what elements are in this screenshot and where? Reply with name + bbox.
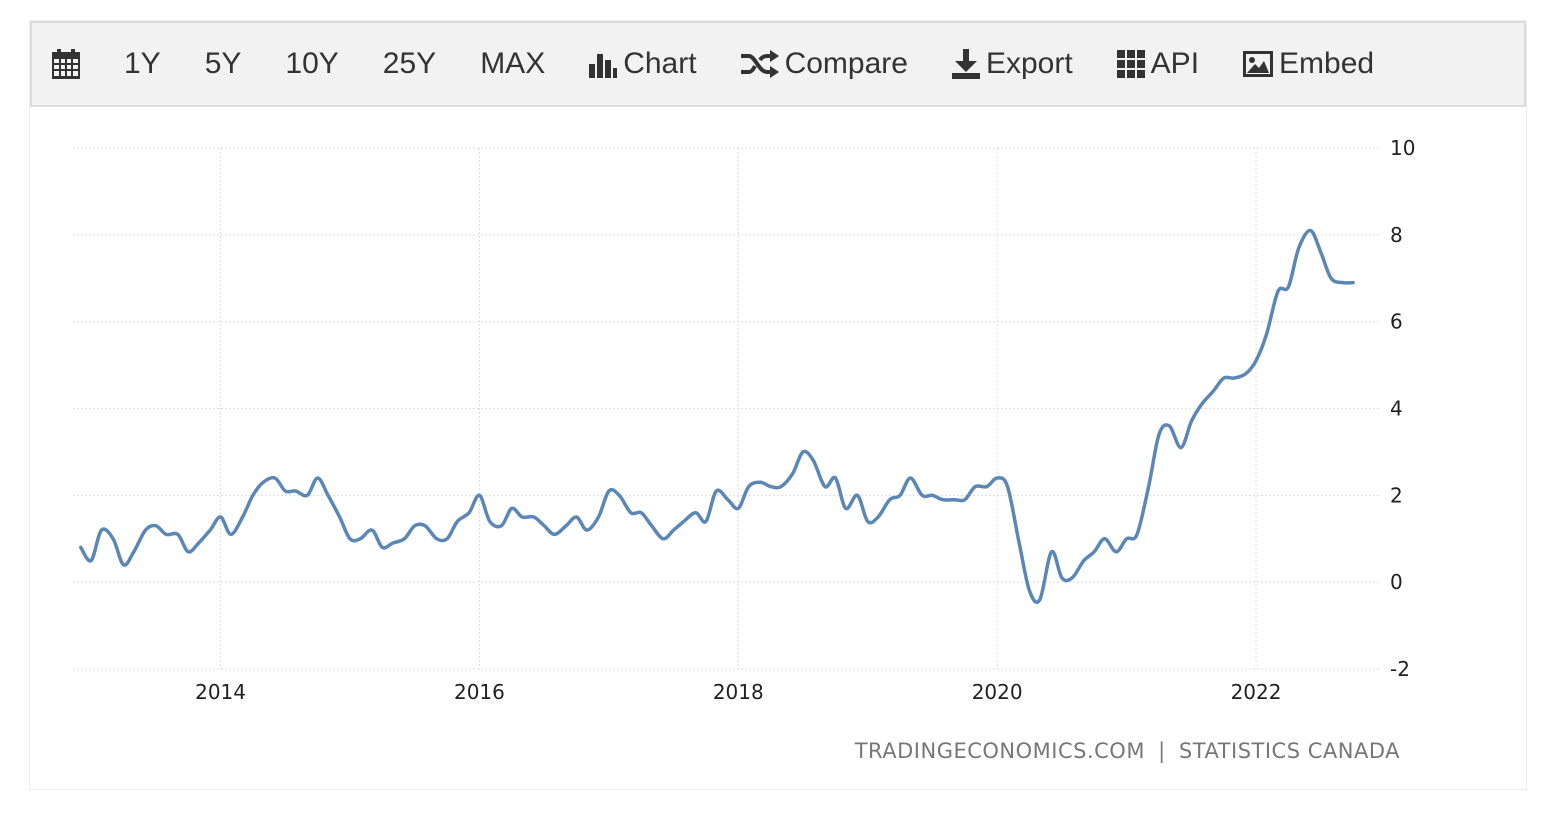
- embed-button[interactable]: Embed: [1243, 47, 1374, 81]
- export-button[interactable]: Export: [951, 47, 1073, 81]
- grid-icon: [1116, 50, 1145, 78]
- range-10y-button[interactable]: 10Y: [285, 47, 339, 80]
- api-label: API: [1150, 47, 1200, 80]
- x-tick-label: 2022: [1231, 680, 1282, 704]
- grid-lines: [73, 147, 1379, 670]
- x-tick-label: 2020: [972, 680, 1023, 704]
- shuffle-icon: [740, 50, 779, 78]
- chart-container: 1Y 5Y 10Y 25Y MAX Chart Compare: [29, 20, 1527, 790]
- api-button[interactable]: API: [1116, 47, 1200, 81]
- chart-area: -2 0 2 4 6 8 10 2014 2016 2018 2020 2022: [30, 107, 1526, 789]
- x-tick-label: 2016: [454, 680, 505, 704]
- y-tick-label: 4: [1390, 397, 1403, 421]
- export-label: Export: [985, 47, 1073, 80]
- chart-type-label: Chart: [623, 47, 697, 80]
- calendar-icon: [52, 49, 80, 79]
- range-25y-button[interactable]: 25Y: [382, 47, 437, 80]
- y-tick-label: -2: [1390, 657, 1410, 681]
- credit-site[interactable]: TRADINGECONOMICS.COM: [854, 739, 1145, 763]
- credit-source[interactable]: STATISTICS CANADA: [1178, 739, 1400, 763]
- y-tick-label: 10: [1390, 136, 1415, 160]
- chart-type-button[interactable]: Chart: [589, 47, 697, 81]
- x-tick-label: 2018: [713, 680, 764, 704]
- series-line: [79, 228, 1355, 604]
- bar-chart-icon: [589, 54, 618, 78]
- range-5y-button[interactable]: 5Y: [204, 47, 242, 80]
- compare-label: Compare: [784, 47, 908, 80]
- y-tick-label: 6: [1390, 310, 1403, 334]
- source-credit: TRADINGECONOMICS.COM | STATISTICS CANADA: [855, 739, 1400, 763]
- download-icon: [951, 49, 980, 79]
- image-icon: [1243, 51, 1274, 77]
- x-tick-label: 2014: [195, 680, 246, 704]
- calendar-button[interactable]: [52, 49, 80, 79]
- y-tick-label: 0: [1390, 570, 1403, 594]
- y-tick-label: 2: [1390, 483, 1403, 507]
- y-tick-label: 8: [1390, 223, 1403, 247]
- compare-button[interactable]: Compare: [740, 47, 908, 81]
- embed-label: Embed: [1279, 47, 1375, 80]
- credit-separator: |: [1158, 739, 1166, 763]
- tick-labels: -2 0 2 4 6 8 10 2014 2016 2018 2020 2022: [195, 136, 1415, 704]
- range-max-button[interactable]: MAX: [480, 47, 546, 80]
- range-1y-button[interactable]: 1Y: [124, 47, 161, 80]
- chart-toolbar: 1Y 5Y 10Y 25Y MAX Chart Compare: [30, 21, 1526, 107]
